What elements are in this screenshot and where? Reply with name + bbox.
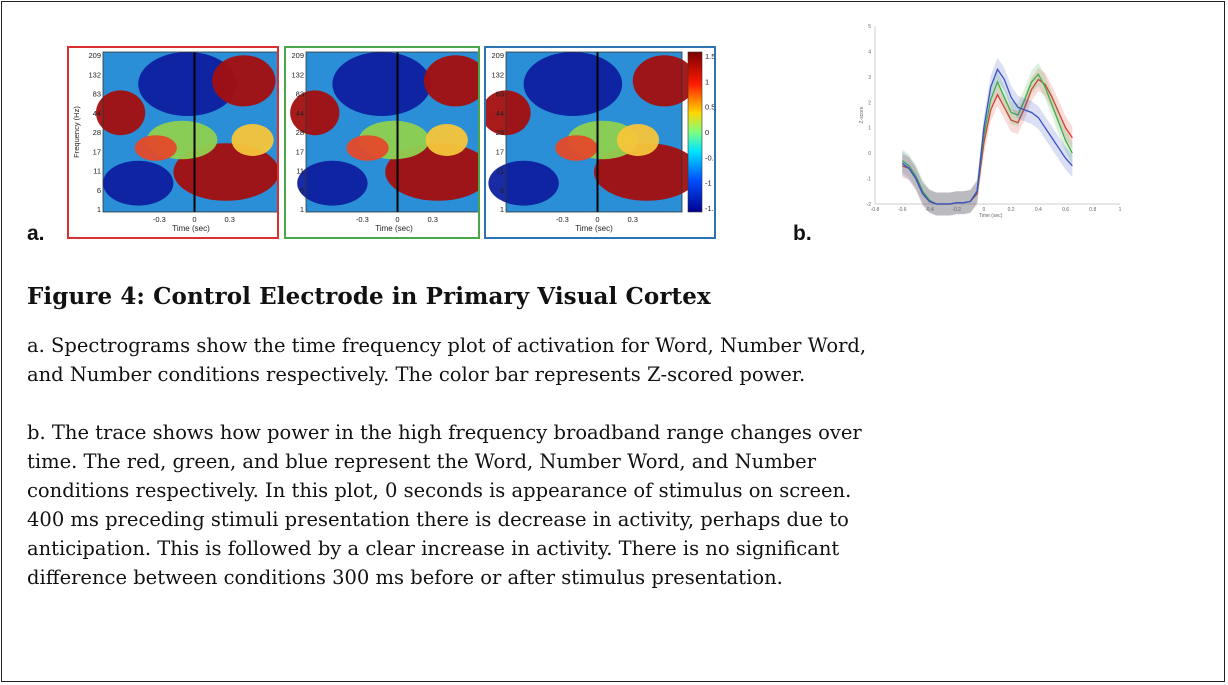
x-tick-label: 1	[1119, 207, 1122, 213]
paragraph-b-line: conditions respectively. In this plot, 0…	[27, 479, 852, 502]
x-tick-label: 0	[982, 207, 985, 213]
y-tick-label: 4	[868, 49, 871, 55]
colorbar-tick-label: -1.5	[705, 204, 714, 213]
y-tick-label: 2	[868, 100, 871, 106]
y-tick-label: 83	[296, 90, 304, 99]
y-tick-label: 83	[93, 90, 101, 99]
panel-label-b: b.	[793, 222, 812, 245]
heatmap	[486, 52, 700, 212]
y-tick-label: 11	[296, 167, 304, 176]
y-tick-label: 11	[496, 167, 504, 176]
y-tick-label: 28	[496, 128, 504, 137]
y-tick-label: 44	[93, 109, 101, 118]
spectrogram-number: 209 132 83 44 28 17 11 6 1 -0.3 0 0.3 Time (sec) 1.5 1…	[484, 46, 716, 239]
colorbar-tick-label: 1.5	[705, 52, 714, 61]
paragraph-b-line: 400 ms preceding stimuli presentation th…	[27, 508, 849, 531]
y-tick-label: 0	[868, 151, 871, 157]
y-tick-label: -2	[867, 202, 872, 208]
y-tick-label: 5	[868, 24, 871, 30]
x-tick-label: -0.8	[871, 207, 880, 213]
colorbar-tick-label: -0.5	[705, 153, 714, 162]
heatmap	[95, 52, 277, 212]
y-tick-label: 44	[496, 109, 504, 118]
y-tick-label: 209	[291, 51, 304, 60]
y-tick-label: 28	[93, 128, 101, 137]
plot-border	[305, 51, 478, 213]
x-tick-label: 0.6	[1062, 207, 1069, 213]
y-tick-label: -1	[867, 177, 872, 183]
spectrogram-word: 209 132 83 44 28 17 11 6 1 -0.3 0 0.3 Time (sec) Freq…	[67, 46, 279, 239]
y-tick-label: 1	[300, 205, 304, 214]
y-tick-label: 3	[868, 75, 871, 81]
y-tick-label: 17	[296, 147, 304, 156]
y-tick-label: 83	[496, 90, 504, 99]
x-axis-label: Time (sec)	[172, 224, 210, 233]
x-tick-label: 0.4	[1035, 207, 1042, 213]
x-tick-label: 0.3	[225, 215, 235, 224]
x-axis-label: Time (sec)	[375, 224, 413, 233]
x-tick-label: 0	[595, 215, 599, 224]
y-axis-label: Frequency (Hz)	[72, 106, 81, 158]
x-tick-label: 0.2	[1008, 207, 1015, 213]
y-tick-label: 44	[296, 109, 304, 118]
y-tick-label: 209	[491, 51, 504, 60]
y-tick-label: 132	[291, 70, 304, 79]
y-tick-label: 209	[88, 51, 101, 60]
plot-border	[505, 51, 683, 213]
paragraph-b-line: b. The trace shows how power in the high…	[27, 421, 862, 444]
y-tick-label: 1	[97, 205, 101, 214]
y-tick-label: 6	[500, 186, 504, 195]
paragraph-a: a. Spectrograms show the time frequency …	[27, 331, 1217, 389]
y-tick-label: 132	[491, 70, 504, 79]
x-tick-label: 0	[395, 215, 399, 224]
y-tick-label: 11	[93, 167, 101, 176]
series-line-1	[901, 73, 1073, 205]
paragraph-b: b. The trace shows how power in the high…	[27, 418, 1217, 592]
y-axis-label: Z-score	[859, 106, 865, 123]
heatmap	[290, 52, 478, 212]
y-tick-label: 28	[296, 128, 304, 137]
y-tick-label: 132	[88, 70, 101, 79]
x-tick-label: -0.3	[153, 215, 166, 224]
y-tick-label: 6	[97, 186, 101, 195]
paragraph-b-line: anticipation. This is followed by a clea…	[27, 537, 840, 560]
y-tick-label: 1	[868, 126, 871, 132]
x-axis-label: Time (sec)	[979, 213, 1003, 219]
y-tick-label: 1	[500, 205, 504, 214]
paragraph-b-line: time. The red, green, and blue represent…	[27, 450, 817, 473]
colorbar-tick-label: 0.5	[705, 103, 714, 112]
x-tick-label: -0.3	[356, 215, 369, 224]
paragraph-a-line: and Number conditions respectively. The …	[27, 363, 806, 386]
colorbar	[687, 51, 703, 213]
x-tick-label: -0.4	[925, 207, 934, 213]
x-tick-label: 0.8	[1089, 207, 1096, 213]
plot-border	[102, 51, 277, 213]
x-tick-label: 0.3	[628, 215, 638, 224]
colorbar-tick-label: -1	[705, 179, 712, 188]
figure-title: Figure 4: Control Electrode in Primary V…	[27, 283, 711, 310]
x-axis-label: Time (sec)	[575, 224, 613, 233]
x-tick-label: -0.6	[898, 207, 907, 213]
x-tick-label: -0.2	[952, 207, 961, 213]
x-tick-label: -0.3	[556, 215, 569, 224]
y-tick-label: 17	[496, 147, 504, 156]
panel-label-a: a.	[27, 222, 45, 245]
x-tick-label: 0.3	[428, 215, 438, 224]
series-line-2	[901, 67, 1073, 205]
zscore-trace-chart: 5 4 3 2 1 0 -1 -2-0.8 -0.6 -0.4 -0.2 0 0.2 0.4 0.6 0.8 1…	[859, 24, 1122, 219]
series-band	[902, 67, 1073, 216]
spectrogram-number-word: 209 132 83 44 28 17 11 6 1 -0.3 0 0.3 Time (sec)	[284, 46, 480, 239]
x-tick-label: 0	[192, 215, 196, 224]
paragraph-b-line: difference between conditions 300 ms bef…	[27, 566, 783, 589]
paragraph-a-line: a. Spectrograms show the time frequency …	[27, 334, 867, 357]
colorbar-tick-label: 0	[705, 128, 709, 137]
colorbar-tick-label: 1	[705, 77, 709, 86]
y-tick-label: 6	[300, 186, 304, 195]
y-tick-label: 17	[93, 147, 101, 156]
